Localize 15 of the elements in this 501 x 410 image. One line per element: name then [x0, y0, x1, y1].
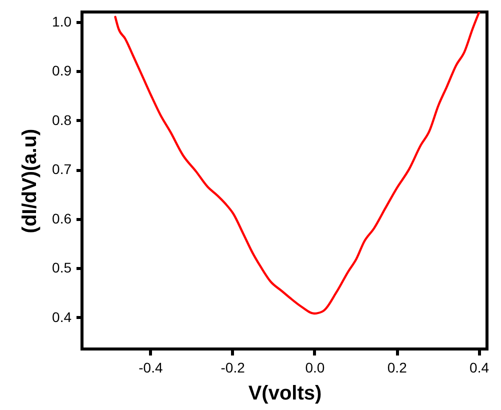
x-tick-label: -0.2	[220, 360, 246, 376]
x-tick-label: 0.2	[387, 360, 408, 376]
x-axis-title: V(volts)	[248, 382, 322, 404]
y-tick-label: 0.6	[52, 210, 72, 226]
x-tick-label: 0.4	[470, 360, 490, 376]
y-axis-title: (dI/dV)(a.u)	[19, 128, 42, 234]
line-series	[114, 12, 480, 315]
y-tick-label: 0.8	[52, 112, 72, 128]
x-tick-label: -0.4	[138, 360, 163, 376]
y-tick-label: 0.7	[52, 161, 72, 178]
y-tick-label: 1.0	[52, 13, 72, 30]
y-tick-label: 0.4	[52, 308, 72, 325]
y-tick-label: 0.5	[52, 260, 72, 276]
y-tick-label: 0.9	[52, 62, 72, 79]
x-tick-label: 0.0	[305, 360, 325, 376]
